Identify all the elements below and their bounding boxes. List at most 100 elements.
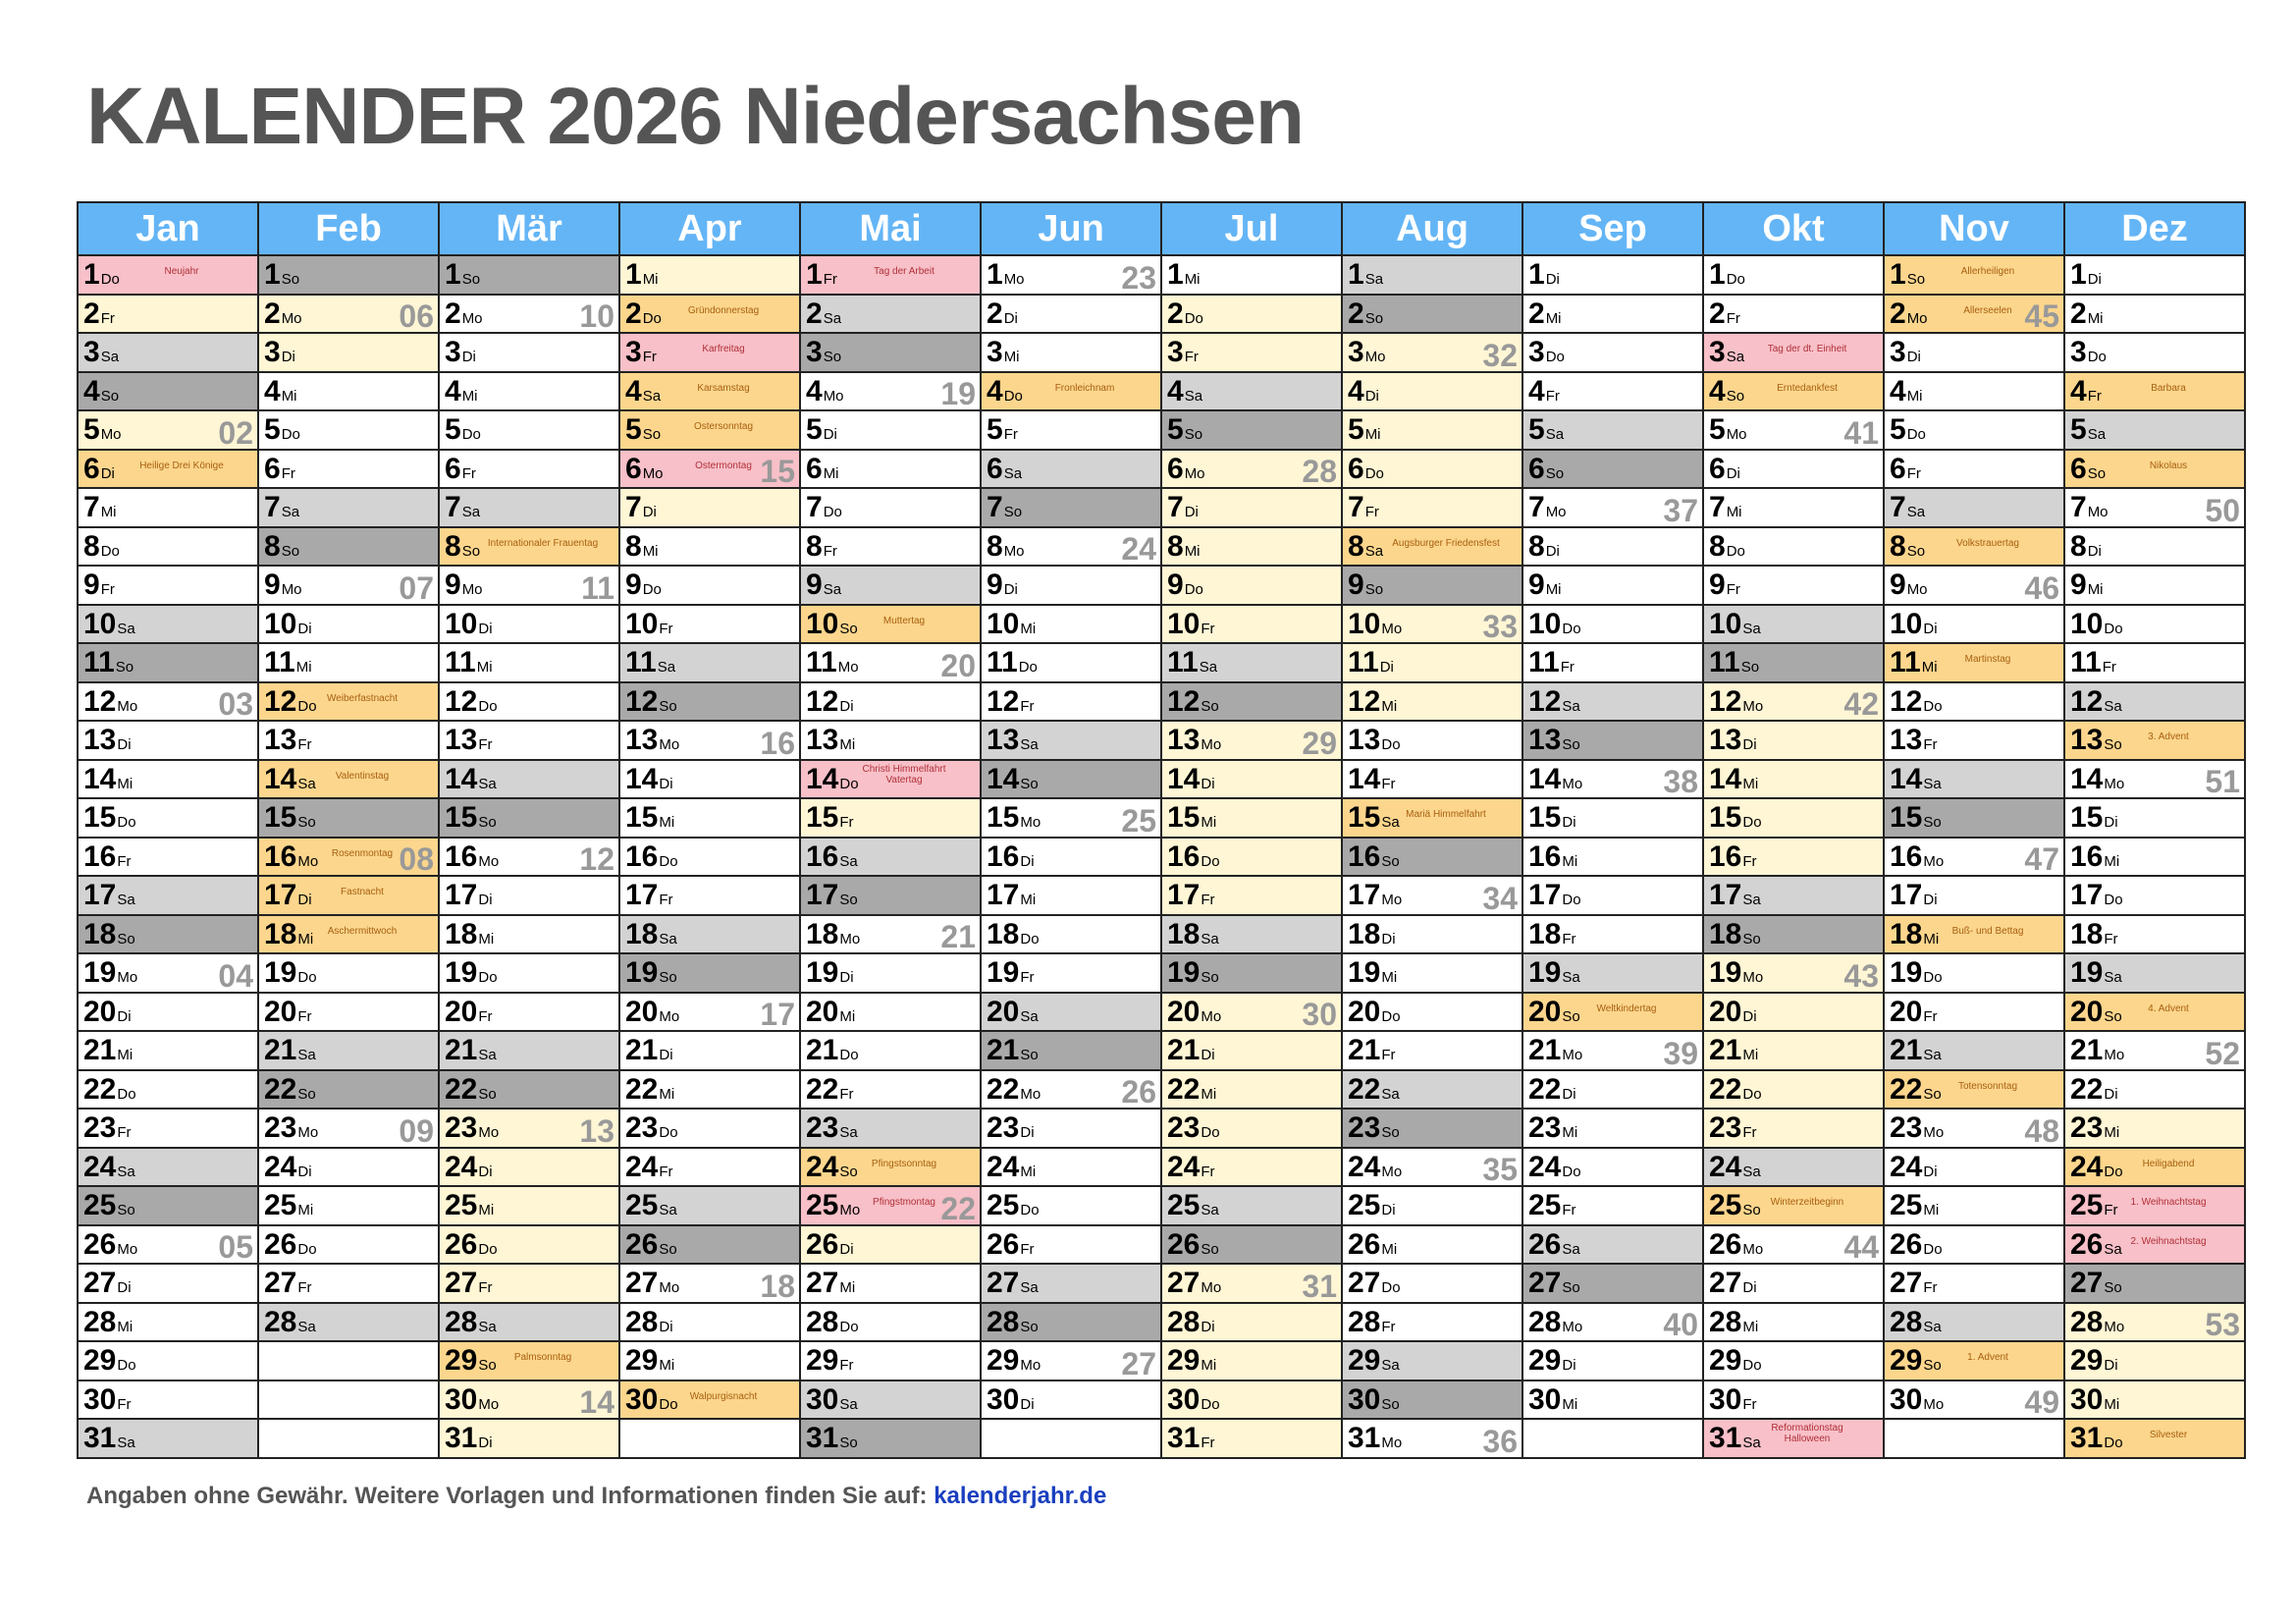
day-cell[interactable]: 13Mo 29 [1160, 720, 1343, 761]
day-cell[interactable]: 3Di [438, 332, 620, 373]
day-cell[interactable]: 14Fr [1341, 758, 1523, 799]
day-cell[interactable]: 13Sa [980, 720, 1162, 761]
day-cell[interactable]: 27So [2063, 1263, 2246, 1304]
day-cell[interactable]: 7Sa [1883, 487, 2065, 528]
day-cell[interactable]: 20Di [77, 991, 259, 1032]
day-cell[interactable]: 30Fr [1702, 1379, 1885, 1420]
day-cell[interactable]: 17Di [1883, 875, 2065, 916]
day-cell[interactable]: 1Fr Tag der Arbeit [799, 254, 982, 296]
day-cell[interactable]: 14Do Christi Himmelfahrt Vatertag [799, 758, 982, 799]
day-cell[interactable]: 28Fr [1341, 1301, 1523, 1342]
day-cell[interactable]: 25Fr 1. Weihnachtstag [2063, 1185, 2246, 1226]
day-cell[interactable]: 20Fr [1883, 991, 2065, 1032]
day-cell[interactable]: 7Sa [257, 487, 440, 528]
day-cell[interactable]: 16Fr [77, 836, 259, 877]
day-cell[interactable]: 1Di [1522, 254, 1704, 296]
day-cell[interactable]: 12Mi [1341, 680, 1523, 722]
day-cell[interactable]: 19Mo 04 [77, 952, 259, 994]
day-cell[interactable]: 30Do [1160, 1379, 1343, 1420]
day-cell[interactable]: 7Fr [1341, 487, 1523, 528]
day-cell[interactable]: 26Do [1883, 1223, 2065, 1265]
day-cell[interactable]: 31Fr [1160, 1418, 1343, 1459]
day-cell[interactable]: 3Do [2063, 332, 2246, 373]
day-cell[interactable]: 19Do [257, 952, 440, 994]
day-cell[interactable]: 31Di [438, 1418, 620, 1459]
day-cell[interactable]: 17Do [1522, 875, 1704, 916]
day-cell[interactable]: 18Sa [618, 913, 801, 954]
day-cell[interactable]: 31Sa [77, 1418, 259, 1459]
day-cell[interactable]: 22Mi [618, 1068, 801, 1110]
day-cell[interactable]: 16Fr [1702, 836, 1885, 877]
day-cell[interactable]: 10Mi [980, 603, 1162, 644]
day-cell[interactable]: 13Fr [1883, 720, 2065, 761]
day-cell[interactable]: 11Sa [618, 642, 801, 683]
day-cell[interactable]: 6Sa [980, 448, 1162, 489]
day-cell[interactable]: 19Do [438, 952, 620, 994]
day-cell[interactable]: 22So [257, 1068, 440, 1110]
day-cell[interactable]: 8Sa Augsburger Friedensfest [1341, 525, 1523, 567]
day-cell[interactable]: 9Mo 11 [438, 565, 620, 606]
day-cell[interactable]: 13So [1522, 720, 1704, 761]
day-cell[interactable]: 12Mo 42 [1702, 680, 1885, 722]
day-cell[interactable]: 15So [257, 797, 440, 839]
day-cell[interactable]: 30Mi [1522, 1379, 1704, 1420]
day-cell[interactable]: 29Do [1702, 1340, 1885, 1381]
day-cell[interactable]: 11Mi [257, 642, 440, 683]
day-cell[interactable]: 24Mi [980, 1146, 1162, 1187]
day-cell[interactable]: 27Di [1702, 1263, 1885, 1304]
day-cell[interactable]: 12So [618, 680, 801, 722]
day-cell[interactable]: 8So Volkstrauertag [1883, 525, 2065, 567]
day-cell[interactable]: 10Do [1522, 603, 1704, 644]
day-cell[interactable]: 6Di [1702, 448, 1885, 489]
day-cell[interactable]: 2Do [1160, 293, 1343, 334]
day-cell[interactable]: 13Mi [799, 720, 982, 761]
day-cell[interactable]: 27Fr [1883, 1263, 2065, 1304]
day-cell[interactable]: 30So [1341, 1379, 1523, 1420]
day-cell[interactable]: 20So 4. Advent [2063, 991, 2246, 1032]
day-cell[interactable]: 4Mi [1883, 370, 2065, 411]
day-cell[interactable]: 15Mi [618, 797, 801, 839]
day-cell[interactable]: 5Do [257, 409, 440, 451]
day-cell[interactable]: 24Do [1522, 1146, 1704, 1187]
day-cell[interactable]: 21Mo 39 [1522, 1030, 1704, 1071]
day-cell[interactable]: 26Di [799, 1223, 982, 1265]
day-cell[interactable]: 1Mi [618, 254, 801, 296]
day-cell[interactable]: 26Mo 05 [77, 1223, 259, 1265]
day-cell[interactable]: 21Mo 52 [2063, 1030, 2246, 1071]
day-cell[interactable]: 8Mo 24 [980, 525, 1162, 567]
day-cell[interactable]: 5Sa [1522, 409, 1704, 451]
day-cell[interactable]: 18Sa [1160, 913, 1343, 954]
day-cell[interactable]: 29Mo 27 [980, 1340, 1162, 1381]
day-cell[interactable]: 12Di [799, 680, 982, 722]
day-cell[interactable]: 25Mo Pfingstmontag 22 [799, 1185, 982, 1226]
day-cell[interactable]: 29Di [1522, 1340, 1704, 1381]
day-cell[interactable]: 7Di [618, 487, 801, 528]
day-cell[interactable]: 4Sa [1160, 370, 1343, 411]
day-cell[interactable]: 16Mo 12 [438, 836, 620, 877]
day-cell[interactable]: 2Mo Allerseelen 45 [1883, 293, 2065, 334]
day-cell[interactable]: 6Fr [1883, 448, 2065, 489]
day-cell[interactable]: 3Mo 32 [1341, 332, 1523, 373]
day-cell[interactable]: 15So [438, 797, 620, 839]
day-cell[interactable]: 10Di [257, 603, 440, 644]
footer-link[interactable]: kalenderjahr.de [934, 1483, 1107, 1509]
day-cell[interactable]: 6So [1522, 448, 1704, 489]
day-cell[interactable]: 19Di [799, 952, 982, 994]
day-cell[interactable]: 3Sa Tag der dt. Einheit [1702, 332, 1885, 373]
day-cell[interactable]: 13Mo 16 [618, 720, 801, 761]
day-cell[interactable]: 2Mi [2063, 293, 2246, 334]
day-cell[interactable]: 27Mo 18 [618, 1263, 801, 1304]
day-cell[interactable]: 9Do [1160, 565, 1343, 606]
day-cell[interactable]: 5Do [438, 409, 620, 451]
day-cell[interactable]: 23Fr [77, 1108, 259, 1149]
day-cell[interactable]: 25Mi [257, 1185, 440, 1226]
day-cell[interactable]: 5Mo 41 [1702, 409, 1885, 451]
day-cell[interactable]: 25So [77, 1185, 259, 1226]
day-cell[interactable]: 30Mo 14 [438, 1379, 620, 1420]
day-cell[interactable]: 17Do [2063, 875, 2246, 916]
day-cell[interactable]: 11So [1702, 642, 1885, 683]
day-cell[interactable]: 28Mi [1702, 1301, 1885, 1342]
day-cell[interactable]: 12Sa [2063, 680, 2246, 722]
day-cell[interactable]: 31So [799, 1418, 982, 1459]
day-cell[interactable]: 29Mi [1160, 1340, 1343, 1381]
